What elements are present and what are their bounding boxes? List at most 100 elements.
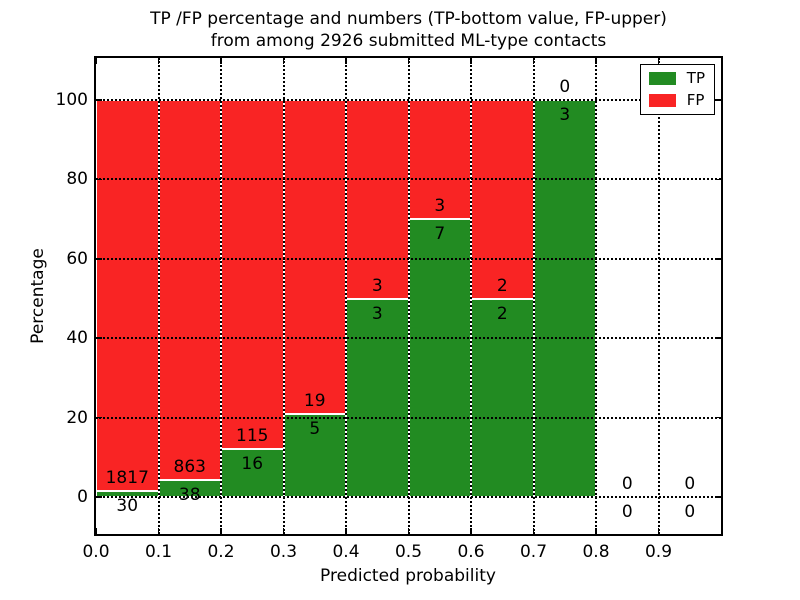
fp-count-label: 1817 — [105, 467, 149, 488]
bar-segment-tp — [533, 100, 596, 497]
y-tick-label: 60 — [66, 248, 88, 269]
gridline-vertical — [532, 58, 535, 534]
bar-segment-fp — [221, 100, 284, 449]
tick-mark-bottom — [657, 528, 660, 534]
x-tick-label: 0.0 — [82, 542, 110, 562]
tp-legend-swatch — [648, 72, 676, 85]
chart-title-line2: from among 2926 submitted ML-type contac… — [210, 31, 607, 51]
tp-count-label: 0 — [684, 502, 696, 522]
fp-count-label: 19 — [303, 391, 326, 412]
fp-count-label: 2 — [496, 275, 508, 296]
tick-mark-top — [220, 58, 222, 64]
fp-count-label: 3 — [371, 275, 383, 296]
bar-segment-tp — [408, 219, 471, 497]
tp-count-label: 38 — [178, 485, 201, 506]
tick-mark-top — [95, 58, 97, 64]
plot-area: TP FP 1817 30 863 38 115 16 19 5 3 3 3 7 2 2 0 3 0 0 0 0 — [95, 58, 721, 534]
y-tick-label: 100 — [55, 90, 88, 110]
fp-legend-swatch — [648, 94, 676, 107]
fp-count-label: 0 — [621, 474, 633, 494]
tick-mark-top — [157, 58, 160, 64]
tick-mark-bottom — [595, 528, 597, 534]
tp-count-label: 2 — [496, 303, 508, 324]
tick-mark-right — [715, 496, 721, 498]
chart-title-line1: TP /FP percentage and numbers (TP-bottom… — [150, 9, 667, 29]
gridline-vertical — [282, 58, 285, 534]
bar-segment-fp — [96, 100, 159, 491]
tick-mark-bottom — [157, 528, 160, 534]
gridline-vertical — [407, 58, 410, 534]
gridline-vertical — [657, 58, 660, 534]
chart-title: TP /FP percentage and numbers (TP-bottom… — [96, 8, 721, 52]
tick-mark-top — [470, 58, 472, 64]
gridline-vertical — [220, 58, 222, 534]
tick-mark-bottom — [282, 528, 285, 534]
bar-segment-fp — [283, 100, 346, 415]
tp-count-label: 5 — [309, 419, 321, 440]
bar-segment-fp — [408, 100, 471, 220]
fp-count-label: 0 — [684, 474, 696, 494]
tick-mark-bottom — [470, 528, 472, 534]
bar-segment-fp — [158, 100, 221, 481]
tp-count-label: 3 — [371, 303, 383, 324]
tp-count-label: 0 — [621, 502, 633, 522]
tick-mark-top — [345, 58, 347, 64]
y-tick-label: 40 — [66, 328, 88, 349]
gridline-vertical — [157, 58, 160, 534]
tick-mark-right — [715, 258, 721, 260]
tick-mark-left — [96, 178, 102, 181]
x-tick-label: 0.9 — [644, 542, 673, 562]
tp-legend-label: TP — [686, 69, 705, 87]
fp-count-label: 3 — [434, 196, 446, 217]
legend-item-fp: FP — [648, 91, 705, 109]
fp-count-label: 115 — [236, 425, 269, 446]
x-tick-label: 0.8 — [582, 542, 610, 562]
gridline-vertical — [595, 58, 597, 534]
tick-mark-left — [96, 337, 102, 339]
legend: TP FP — [639, 64, 715, 115]
tick-mark-left — [96, 99, 102, 101]
tick-mark-bottom — [95, 528, 97, 534]
y-tick-label: 80 — [66, 169, 88, 190]
bar-segment-tp — [221, 448, 284, 497]
tp-count-label: 7 — [434, 224, 446, 245]
tick-mark-top — [282, 58, 285, 64]
fp-count-label: 863 — [173, 457, 206, 478]
tp-count-label: 3 — [559, 105, 571, 125]
tick-mark-bottom — [220, 528, 222, 534]
y-tick-label: 20 — [66, 407, 88, 428]
x-tick-label: 0.1 — [144, 542, 173, 562]
tick-mark-top — [657, 58, 660, 64]
x-tick-label: 0.5 — [394, 542, 423, 562]
y-tick-label: 0 — [77, 487, 88, 507]
tick-mark-bottom — [345, 528, 347, 534]
tick-mark-right — [715, 416, 721, 419]
tick-mark-left — [96, 258, 102, 260]
fp-count-label: 0 — [559, 77, 571, 97]
tp-count-label: 30 — [116, 495, 139, 516]
bar-segment-fp — [346, 100, 409, 299]
tick-mark-left — [96, 416, 102, 419]
x-tick-label: 0.6 — [457, 542, 485, 562]
x-tick-label: 0.7 — [519, 542, 548, 562]
tick-mark-right — [715, 178, 721, 181]
tick-mark-top — [532, 58, 535, 64]
gridline-vertical — [470, 58, 472, 534]
tick-mark-left — [96, 496, 102, 498]
tick-mark-right — [715, 337, 721, 339]
x-tick-label: 0.4 — [332, 542, 360, 562]
bar-segment-fp — [471, 100, 534, 299]
tick-mark-top — [407, 58, 410, 64]
tick-mark-bottom — [532, 528, 535, 534]
fp-legend-label: FP — [686, 91, 705, 109]
gridline-vertical — [345, 58, 347, 534]
x-tick-label: 0.2 — [207, 542, 235, 562]
bar-segment-tp — [471, 298, 534, 497]
tick-mark-top — [595, 58, 597, 64]
tick-mark-bottom — [407, 528, 410, 534]
tp-count-label: 16 — [241, 453, 264, 474]
bar-segment-tp — [346, 298, 409, 497]
legend-item-tp: TP — [648, 69, 705, 87]
x-axis-label: Predicted probability — [320, 566, 496, 586]
